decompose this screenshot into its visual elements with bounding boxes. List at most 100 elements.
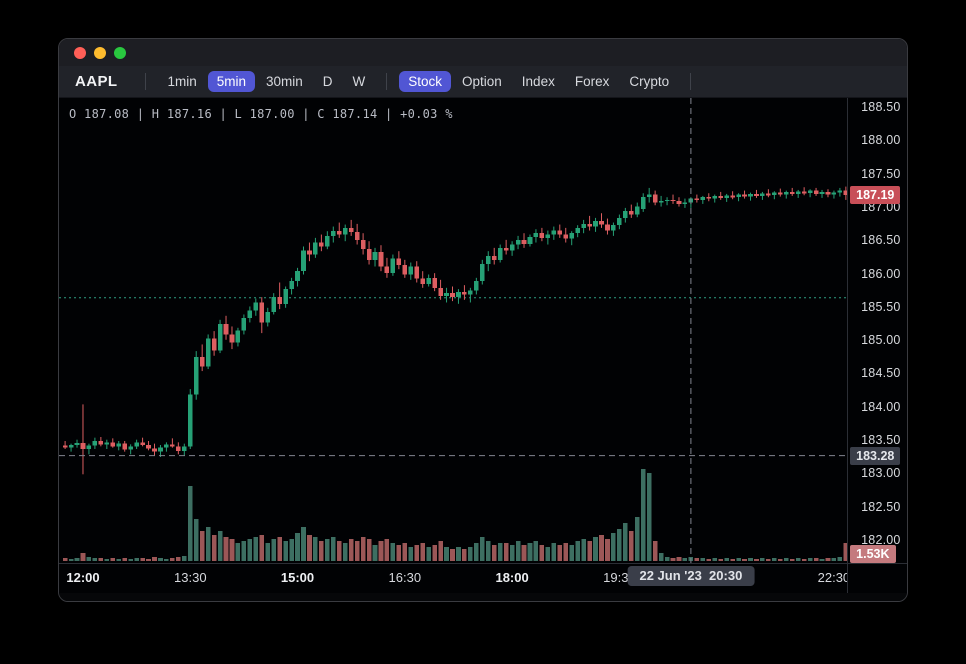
candle-body (545, 234, 551, 238)
candle-body (235, 330, 241, 343)
market-button-forex[interactable]: Forex (566, 71, 619, 92)
time-tick: 22:30 (817, 570, 848, 585)
volume-bar (354, 541, 360, 561)
toolbar-separator (690, 73, 692, 90)
price-tick: 184.00 (861, 399, 901, 414)
last-price-badge: 187.19 (850, 186, 901, 204)
volume-bar (480, 537, 485, 561)
candle-body (515, 239, 521, 245)
volume-bar (646, 473, 652, 561)
time-tick: 16:30 (388, 570, 422, 585)
chart-area[interactable]: O 187.08 | H 187.16 | L 187.00 | C 187.1… (59, 98, 848, 563)
candle-body (694, 198, 700, 200)
timeframe-button-1min[interactable]: 1min (158, 71, 205, 92)
volume-bar (307, 535, 312, 561)
volume-bar (581, 539, 586, 561)
volume-bar (658, 553, 664, 561)
price-axis[interactable]: 188.50 188.00 187.50 187.00 186.50 186.00 185.… (847, 98, 907, 563)
candle-body (134, 442, 139, 447)
candle-body (730, 195, 735, 198)
candle-body (605, 224, 610, 231)
close-button[interactable] (74, 46, 86, 59)
candle-body (283, 289, 288, 304)
minimize-button[interactable] (94, 46, 106, 59)
volume-bar (611, 533, 616, 561)
candle-body (509, 244, 515, 251)
volume-bar (182, 556, 187, 561)
volume-bar (783, 558, 789, 561)
volume-bar (164, 559, 169, 561)
candle-body (801, 191, 807, 194)
volume-bar (801, 559, 807, 561)
candle-body (581, 223, 586, 228)
candle-body (664, 199, 670, 202)
candlestick-chart[interactable] (59, 98, 848, 563)
candle-body (462, 291, 467, 295)
toolbar-separator (386, 73, 388, 90)
candle-body (205, 338, 211, 367)
market-button-index[interactable]: Index (513, 71, 564, 92)
timeframe-button-5min[interactable]: 5min (207, 71, 255, 92)
market-button-crypto[interactable]: Crypto (620, 71, 678, 92)
volume-bar (193, 519, 199, 561)
volume-bar (587, 541, 592, 561)
volume-bar (551, 543, 557, 561)
volume-bar (229, 539, 235, 561)
volume-bar (199, 531, 205, 561)
candle-body (378, 251, 384, 267)
candle-body (682, 202, 688, 204)
volume-bar (766, 559, 771, 561)
maximize-button[interactable] (114, 46, 126, 59)
volume-bar (772, 558, 777, 561)
candle-body (187, 394, 193, 447)
crosshair-time-badge: 22 Jun '23 20:30 (627, 566, 755, 586)
volume-bar (342, 543, 348, 561)
candle-body (760, 193, 765, 196)
volume-bar (205, 527, 211, 561)
volume-bar (241, 541, 247, 561)
volume-bar (664, 557, 670, 561)
volume-bar (629, 531, 634, 561)
volume-bar (831, 558, 837, 561)
volume-bar (623, 523, 628, 561)
candle-body (265, 311, 271, 323)
volume-bar (259, 535, 265, 561)
volume-bar (301, 527, 306, 561)
volume-bar (110, 558, 116, 561)
volume-bar (295, 533, 300, 561)
candle-body (569, 233, 574, 239)
timeframe-button-w[interactable]: W (344, 71, 375, 92)
candle-body (599, 221, 604, 225)
candle-body (336, 231, 342, 235)
volume-bar (104, 559, 110, 561)
volume-bar (211, 535, 217, 561)
trading-app-window: AAPL 1min 5min 30min D W Stock Option Index For… (58, 38, 908, 602)
timeframe-button-30min[interactable]: 30min (257, 71, 312, 92)
candle-body (247, 310, 253, 318)
volume-bar (158, 558, 163, 561)
candle-body (658, 201, 664, 203)
time-tick: 18:00 (495, 570, 529, 585)
time-axis[interactable]: 12:0013:3015:0016:3018:0019:3021:0022:30… (59, 564, 847, 593)
volume-bar (235, 543, 241, 561)
candle-body (176, 446, 181, 451)
window-titlebar[interactable] (59, 39, 907, 66)
candle-body (629, 211, 634, 215)
volume-bar (545, 547, 551, 561)
market-button-option[interactable]: Option (453, 71, 511, 92)
candle-body (813, 190, 819, 194)
volume-bar (438, 541, 443, 561)
candle-body (807, 190, 813, 194)
volume-bar (128, 559, 133, 561)
candle-body (414, 266, 420, 279)
candle-body (301, 250, 306, 272)
volume-bar (325, 539, 330, 561)
candle-body (778, 192, 783, 195)
market-button-stock[interactable]: Stock (399, 71, 452, 92)
candle-body (789, 191, 795, 194)
timeframe-button-d[interactable]: D (314, 71, 342, 92)
candle-body (676, 201, 682, 204)
crosshair-price-badge: 183.28 (850, 447, 901, 465)
candle-body (742, 194, 747, 197)
candle-body (670, 199, 676, 202)
